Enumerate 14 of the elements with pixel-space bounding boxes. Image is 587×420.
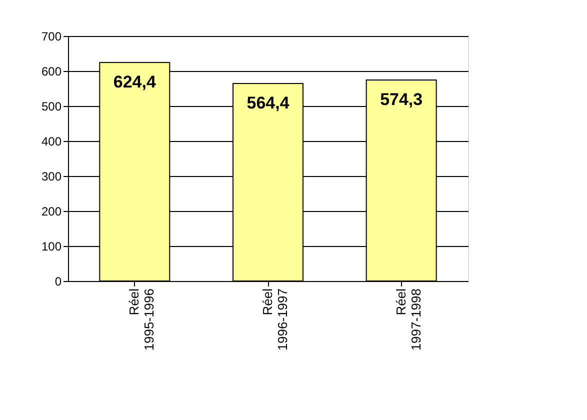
y-tick-label: 200 <box>41 204 62 218</box>
y-tick-label: 0 <box>54 274 62 288</box>
data-label: 574,3 <box>380 90 423 109</box>
y-tick-label: 300 <box>41 170 62 184</box>
y-tick-label: 400 <box>41 134 62 148</box>
data-label: 564,4 <box>246 93 290 112</box>
y-tick-label: 700 <box>41 30 62 44</box>
y-tick-label: 600 <box>41 64 62 78</box>
y-tick-label: 100 <box>41 240 62 254</box>
data-label: 624,4 <box>113 72 156 92</box>
x-tick-label: Réel 1996-1997 <box>260 288 290 351</box>
x-tick-label: Réel 1997-1998 <box>393 288 424 351</box>
y-tick-label: 500 <box>41 100 62 114</box>
x-tick-label: Réel 1995-1996 <box>126 288 157 351</box>
